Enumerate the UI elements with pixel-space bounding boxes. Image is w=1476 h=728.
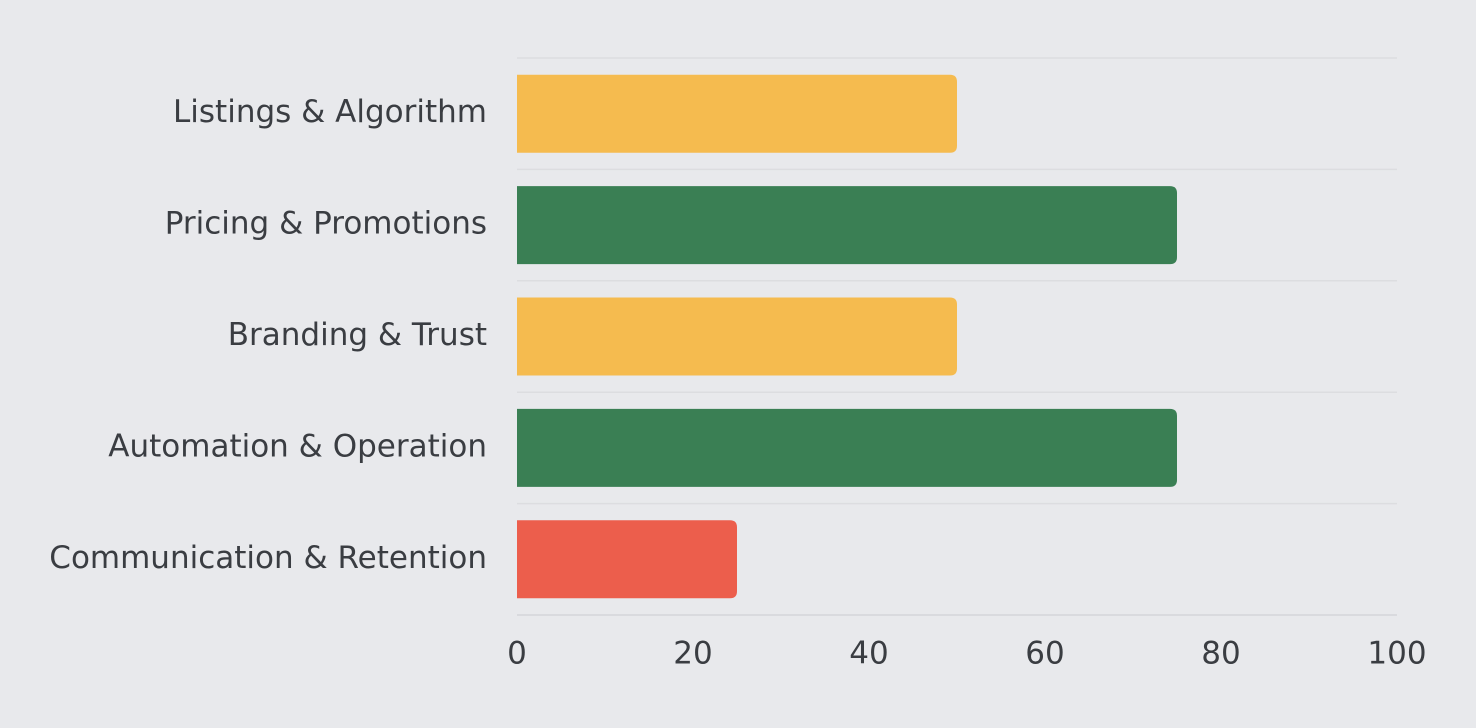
grid-lines bbox=[517, 57, 1397, 616]
bar bbox=[517, 408, 1177, 487]
x-tick-label: 60 bbox=[1025, 636, 1064, 672]
category-label: Listings & Algorithm bbox=[173, 94, 487, 130]
category-label: Communication & Retention bbox=[49, 540, 487, 576]
category-label: Pricing & Promotions bbox=[165, 206, 487, 242]
x-tick-label: 20 bbox=[673, 636, 712, 672]
x-tick-label: 0 bbox=[507, 636, 527, 672]
x-tick-label: 100 bbox=[1367, 636, 1426, 672]
bar bbox=[517, 297, 957, 376]
category-label: Branding & Trust bbox=[228, 317, 487, 353]
bars bbox=[517, 74, 1177, 599]
bar bbox=[517, 186, 1177, 265]
category-labels: Listings & Algorithm Pricing & Promotions… bbox=[49, 94, 487, 576]
bar bbox=[517, 74, 957, 153]
bar bbox=[517, 520, 737, 599]
x-axis-ticks: 0 20 40 60 80 100 bbox=[507, 636, 1426, 672]
x-tick-label: 80 bbox=[1201, 636, 1240, 672]
category-label: Automation & Operation bbox=[108, 428, 487, 464]
x-tick-label: 40 bbox=[849, 636, 888, 672]
